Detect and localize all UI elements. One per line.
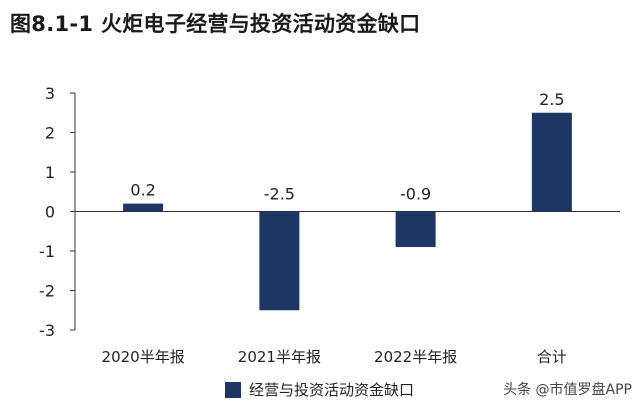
y-tick-label: 0 <box>45 203 55 222</box>
data-label: 2.5 <box>539 90 564 109</box>
y-axis: 3 2 1 0 -1 -2 -3 <box>39 84 620 340</box>
y-tick-label: -1 <box>39 242 55 261</box>
bars-group: 0.2 -2.5 -0.9 2.5 <box>123 90 572 311</box>
y-tick-label: 1 <box>45 163 55 182</box>
y-tick-label: 2 <box>45 124 55 143</box>
x-tick-label: 2021半年报 <box>238 348 321 366</box>
legend-swatch <box>225 381 241 398</box>
x-tick-label: 2022半年报 <box>374 348 457 366</box>
data-label: -2.5 <box>264 185 295 204</box>
watermark: 头条 @市值罗盘APP <box>503 382 632 398</box>
bar <box>531 112 572 212</box>
data-label: -0.9 <box>400 185 431 204</box>
bar <box>123 203 164 212</box>
bar <box>395 211 436 248</box>
x-tick-label: 2020半年报 <box>102 348 185 366</box>
y-tick-label: 3 <box>45 84 55 103</box>
chart-title: 图8.1-1 火炬电子经营与投资活动资金缺口 <box>10 12 421 36</box>
x-tick-label: 合计 <box>537 348 567 366</box>
legend: 经营与投资活动资金缺口 <box>225 379 414 400</box>
y-tick-label: -3 <box>39 321 55 340</box>
y-tick-label: -2 <box>39 282 55 301</box>
data-label: 0.2 <box>130 181 155 200</box>
legend-label: 经营与投资活动资金缺口 <box>249 381 415 399</box>
bar <box>259 211 300 311</box>
x-axis-labels: 2020半年报 2021半年报 2022半年报 合计 <box>102 348 567 366</box>
